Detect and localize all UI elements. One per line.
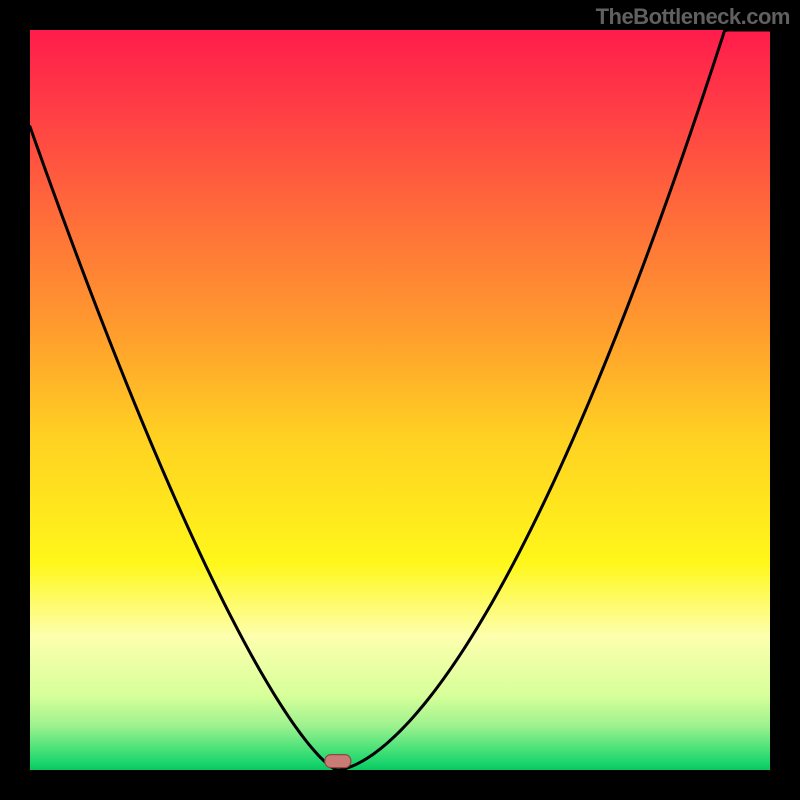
watermark-text: TheBottleneck.com — [596, 4, 790, 30]
bottleneck-chart — [0, 0, 800, 800]
plot-background — [30, 30, 770, 770]
minimum-marker — [325, 755, 351, 768]
